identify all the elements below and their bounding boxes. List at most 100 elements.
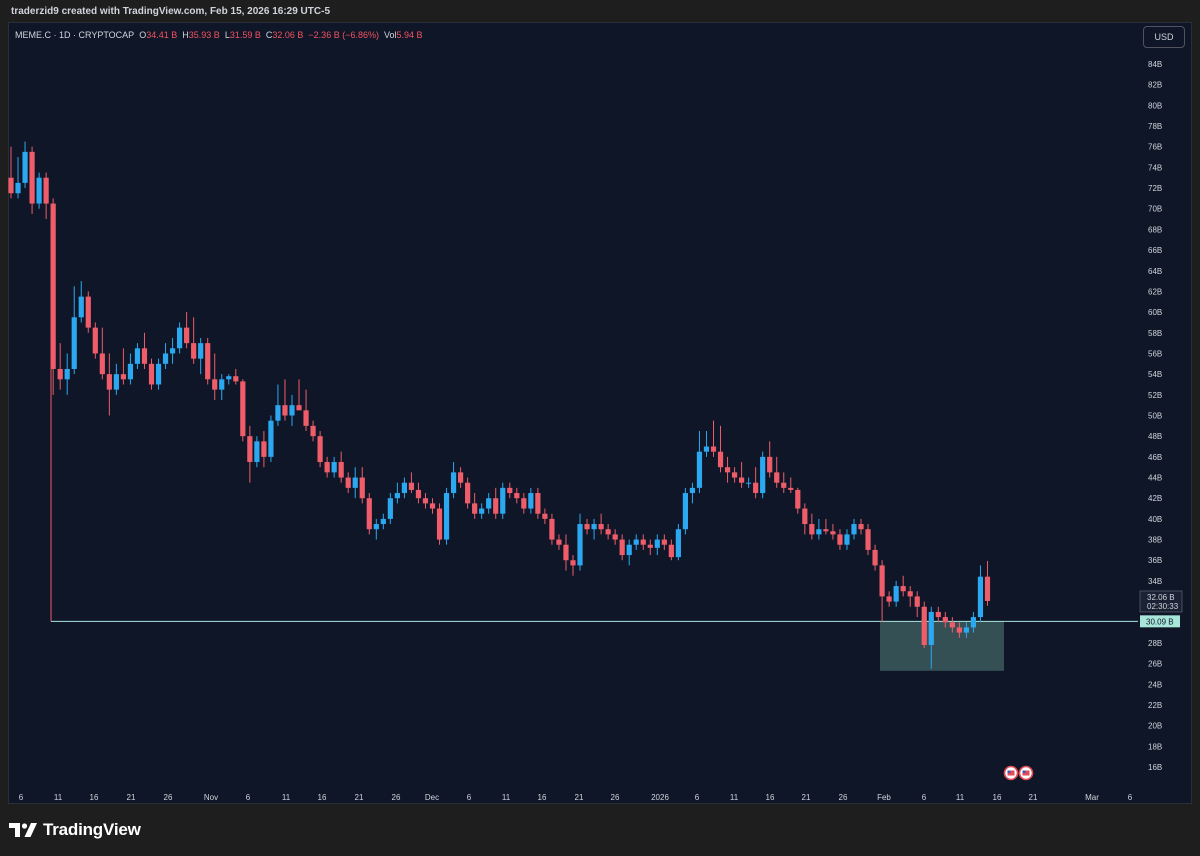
candle-body — [120, 374, 126, 380]
last-price-label: 32.06 B — [1147, 593, 1175, 602]
candle-body — [450, 472, 457, 494]
candle-body — [394, 493, 400, 499]
candle-body — [303, 410, 309, 426]
candle-body — [739, 477, 745, 483]
candle-body — [415, 489, 422, 499]
x-tick-label: 6 — [695, 793, 700, 802]
x-tick-label: 16 — [766, 793, 775, 802]
candle-body — [802, 508, 808, 525]
candle-body — [984, 576, 991, 601]
candle-body — [106, 374, 112, 390]
x-tick-label: 21 — [1029, 793, 1038, 802]
candle-body — [247, 436, 253, 463]
x-tick-label: 11 — [956, 793, 965, 802]
candle-body — [507, 487, 513, 494]
candle-body — [71, 317, 77, 369]
candle-body — [486, 498, 492, 509]
candle-body — [479, 508, 485, 514]
candle-body — [781, 482, 787, 488]
candle-body — [724, 467, 731, 473]
candle-body — [654, 539, 660, 548]
candle-body — [92, 327, 98, 354]
candle-body — [921, 606, 927, 646]
candle-body — [8, 177, 14, 194]
last-price-tag — [1139, 590, 1183, 613]
candle-body — [542, 513, 548, 519]
candle-body — [162, 353, 169, 364]
y-tick-label: 42B — [1148, 494, 1162, 503]
y-tick-label: 24B — [1148, 680, 1162, 689]
candle-body — [155, 363, 162, 385]
candle-body — [907, 591, 913, 597]
candle-body — [29, 151, 35, 204]
high-value: 35.93 B — [188, 30, 220, 40]
candle-body — [942, 617, 948, 623]
footer-bar — [0, 804, 1200, 856]
x-tick-label: 16 — [90, 793, 99, 802]
y-tick-label: 46B — [1148, 453, 1162, 462]
candle-body — [865, 529, 871, 550]
candle-body — [949, 622, 955, 628]
candle-body — [570, 560, 576, 566]
candle-body — [598, 524, 604, 530]
candle-body — [169, 348, 176, 354]
y-tick-label: 62B — [1148, 287, 1162, 296]
support-zone — [880, 621, 1004, 671]
x-tick-label: 16 — [318, 793, 327, 802]
candle-body — [521, 498, 527, 509]
candle-body — [359, 477, 365, 499]
candle-body — [795, 489, 801, 509]
candle-body — [675, 529, 681, 558]
y-tick-label: 18B — [1148, 742, 1162, 751]
y-tick-label: 72B — [1148, 184, 1162, 193]
us-flag-canton — [1022, 770, 1026, 773]
candle-body — [577, 524, 583, 566]
volume-label: Vol — [383, 30, 397, 40]
candle-body — [317, 436, 323, 463]
candle-body — [844, 534, 850, 545]
candle-body — [219, 379, 225, 390]
candle-body — [514, 493, 520, 499]
candle-body — [191, 343, 197, 359]
symbol-name[interactable]: MEME.C · 1D · CRYPTOCAP — [15, 30, 135, 40]
open-value: 34.41 B — [146, 30, 178, 40]
candle-body — [205, 343, 211, 380]
candle-body — [198, 343, 204, 359]
x-tick-label: 26 — [164, 793, 173, 802]
candle-body — [731, 472, 738, 478]
candle-body — [528, 493, 534, 509]
candle-body — [619, 539, 625, 556]
candle-body — [401, 482, 407, 494]
x-tick-label: Feb — [877, 793, 891, 802]
candle-body — [633, 539, 639, 545]
candle-body — [837, 534, 843, 545]
x-tick-label: 11 — [502, 793, 511, 802]
chart-panel[interactable] — [8, 22, 1192, 804]
candle-body — [310, 425, 316, 437]
candle-body — [717, 451, 724, 468]
us-flag-stripes — [1007, 770, 1015, 776]
candle-body — [774, 472, 780, 483]
y-tick-label: 68B — [1148, 225, 1162, 234]
candle-body — [886, 596, 892, 602]
candle-body — [50, 203, 56, 369]
candle-body — [872, 549, 878, 566]
candle-body — [345, 477, 351, 488]
candle-body — [647, 544, 653, 548]
x-tick-label: 2026 — [651, 793, 669, 802]
candle-body — [823, 529, 829, 532]
candle-body — [261, 441, 267, 457]
candle-body — [472, 503, 478, 514]
y-tick-label: 76B — [1148, 143, 1162, 152]
candle-body — [254, 441, 260, 463]
candle-body — [893, 586, 899, 602]
tradingview-logo[interactable]: TradingView — [9, 820, 141, 840]
y-tick-label: 34B — [1148, 577, 1162, 586]
y-tick-label: 58B — [1148, 329, 1162, 338]
countdown-label: 02:30:33 — [1147, 602, 1179, 611]
candle-body — [689, 487, 696, 494]
candle-body — [760, 456, 766, 494]
x-tick-label: Mar — [1085, 793, 1099, 802]
currency-button[interactable]: USD — [1143, 26, 1185, 48]
